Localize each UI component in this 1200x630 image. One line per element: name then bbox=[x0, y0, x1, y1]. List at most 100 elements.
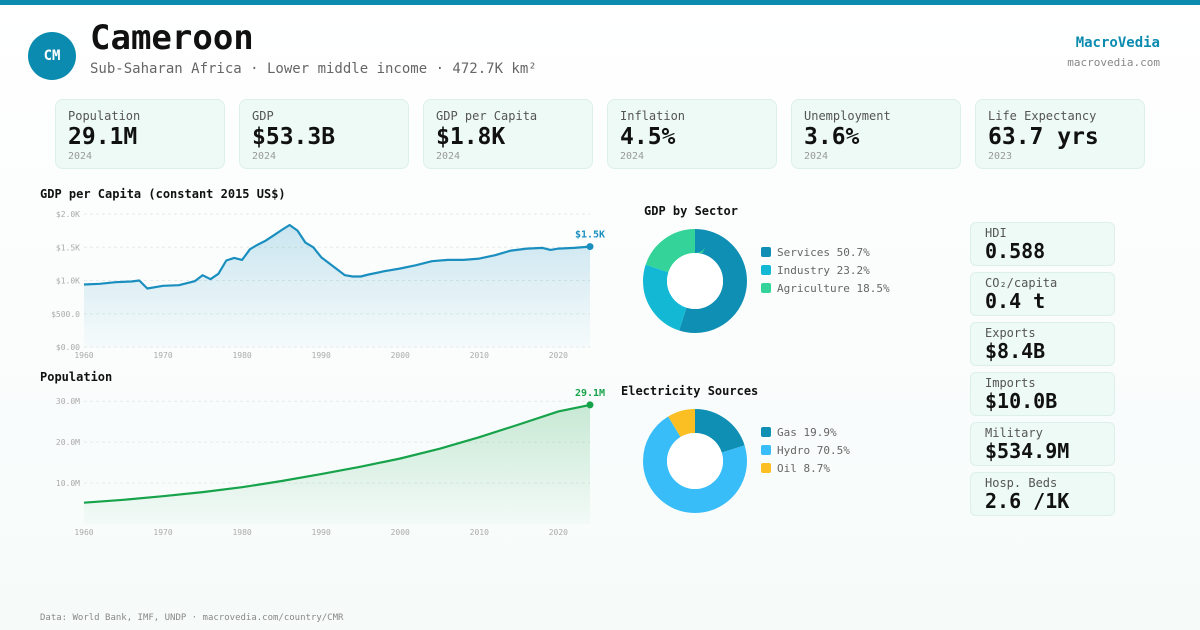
gdp-per-capita-chart: $0.00 $500.0 $1.0K $1.5K $2.0K 1960 1970 1980 19… bbox=[51, 210, 605, 360]
x-tick-label: 1980 bbox=[232, 528, 251, 537]
x-tick-label: 2010 bbox=[470, 351, 489, 360]
legend-swatch bbox=[761, 445, 771, 455]
stat-value: 0.588 bbox=[985, 239, 1046, 263]
x-tick-label: 2020 bbox=[549, 351, 568, 360]
kpi-label: Inflation bbox=[620, 109, 686, 123]
stat-label: Imports bbox=[985, 376, 1036, 390]
page-title: Cameroon bbox=[90, 18, 254, 58]
brand-url[interactable]: macrovedia.com bbox=[1067, 56, 1160, 69]
legend-label: Services 50.7% bbox=[777, 245, 870, 259]
gdp-by-sector-title: GDP by Sector bbox=[644, 204, 738, 218]
legend-label: Hydro 70.5% bbox=[777, 443, 850, 457]
electricity-sources-title: Electricity Sources bbox=[621, 384, 759, 398]
y-tick-label: $1.0K bbox=[56, 277, 80, 286]
donut-slice-hydro bbox=[643, 409, 747, 513]
x-tick-label: 1990 bbox=[312, 351, 331, 360]
kpi-value: $53.3B bbox=[252, 124, 336, 150]
x-tick-label: 1980 bbox=[232, 351, 251, 360]
gdp-by-sector-donut bbox=[643, 229, 747, 333]
kpi-year: 2024 bbox=[436, 151, 461, 162]
legend-swatch bbox=[761, 463, 771, 473]
footer-source: Data: World Bank, IMF, UNDP · macrovedia… bbox=[40, 613, 344, 623]
kpi-card-population: Population 29.1M 2024 bbox=[55, 99, 225, 169]
stat-label: Military bbox=[985, 426, 1043, 440]
kpi-card-gdp-per-capita: GDP per Capita $1.8K 2024 bbox=[423, 99, 593, 169]
electricity-sources-legend: Gas 19.9% Hydro 70.5% Oil 8.7% bbox=[761, 423, 850, 477]
brand-logo[interactable]: MacroVedia bbox=[1075, 35, 1160, 51]
x-tick-label: 1990 bbox=[312, 528, 331, 537]
end-value-label: $1.5K bbox=[575, 230, 605, 241]
electricity-sources-donut bbox=[643, 409, 747, 513]
kpi-card-inflation: Inflation 4.5% 2024 bbox=[607, 99, 777, 169]
y-tick-label: $0.00 bbox=[56, 343, 80, 352]
stat-value: 2.6 /1K bbox=[985, 489, 1070, 513]
legend-label: Gas 19.9% bbox=[777, 425, 837, 439]
kpi-value: 29.1M bbox=[68, 124, 138, 150]
legend-label: Oil 8.7% bbox=[777, 461, 830, 475]
x-tick-label: 1960 bbox=[74, 351, 93, 360]
country-flag-badge: CM bbox=[28, 32, 76, 80]
stat-card-imports: Imports $10.0B bbox=[970, 372, 1115, 416]
end-point-marker bbox=[586, 401, 594, 409]
series-area bbox=[84, 225, 590, 347]
series-area bbox=[84, 404, 590, 524]
kpi-year: 2024 bbox=[68, 151, 93, 162]
kpi-card-life-expectancy: Life Expectancy 63.7 yrs 2023 bbox=[975, 99, 1145, 169]
kpi-card-unemployment: Unemployment 3.6% 2024 bbox=[791, 99, 961, 169]
legend-label: Industry 23.2% bbox=[777, 263, 870, 277]
stat-label: HDI bbox=[985, 226, 1007, 240]
donut-slice-oil bbox=[643, 409, 747, 513]
end-value-label: 29.1M bbox=[575, 388, 605, 399]
kpi-year: 2023 bbox=[988, 151, 1013, 162]
stat-card-military: Military $534.9M bbox=[970, 422, 1115, 466]
legend-item-gas: Gas 19.9% bbox=[761, 423, 850, 441]
donut-hole bbox=[667, 433, 723, 489]
x-tick-label: 1970 bbox=[153, 351, 172, 360]
x-tick-label: 2010 bbox=[470, 528, 489, 537]
stat-card-co2: CO₂/capita 0.4 t bbox=[970, 272, 1115, 316]
x-tick-label: 1960 bbox=[74, 528, 93, 537]
stat-value: $10.0B bbox=[985, 389, 1058, 413]
kpi-label: GDP bbox=[252, 109, 274, 123]
kpi-year: 2024 bbox=[620, 151, 645, 162]
flag-code: CM bbox=[43, 48, 61, 64]
legend-item-oil: Oil 8.7% bbox=[761, 459, 850, 477]
kpi-label: Unemployment bbox=[804, 109, 891, 123]
top-accent-bar bbox=[0, 0, 1200, 5]
page-subtitle: Sub-Saharan Africa · Lower middle income… bbox=[90, 61, 537, 77]
x-tick-label: 2000 bbox=[391, 528, 410, 537]
stat-value: $8.4B bbox=[985, 339, 1046, 363]
x-tick-label: 2000 bbox=[391, 351, 410, 360]
series-line bbox=[83, 223, 591, 290]
kpi-value: 3.6% bbox=[804, 124, 860, 150]
kpi-year: 2024 bbox=[252, 151, 277, 162]
stat-card-hdi: HDI 0.588 bbox=[970, 222, 1115, 266]
kpi-label: Population bbox=[68, 109, 141, 123]
y-tick-label: $2.0K bbox=[56, 210, 80, 219]
gdp-by-sector-legend: Services 50.7% Industry 23.2% Agricultur… bbox=[761, 243, 890, 297]
stat-card-exports: Exports $8.4B bbox=[970, 322, 1115, 366]
stat-label: Hosp. Beds bbox=[985, 476, 1058, 490]
donut-hole bbox=[667, 253, 723, 309]
x-tick-label: 2020 bbox=[549, 528, 568, 537]
stat-value: $534.9M bbox=[985, 439, 1070, 463]
kpi-year: 2024 bbox=[804, 151, 829, 162]
legend-item-industry: Industry 23.2% bbox=[761, 261, 890, 279]
legend-item-agriculture: Agriculture 18.5% bbox=[761, 279, 890, 297]
legend-swatch bbox=[761, 427, 771, 437]
x-tick-label: 1970 bbox=[153, 528, 172, 537]
gdp-per-capita-chart-title: GDP per Capita (constant 2015 US$) bbox=[40, 187, 286, 201]
population-chart-title: Population bbox=[40, 370, 113, 384]
y-tick-label: $1.5K bbox=[56, 243, 80, 252]
stat-label: Exports bbox=[985, 326, 1036, 340]
population-chart: 10.0M 20.0M 30.0M 1960 1970 1980 1990 2000 2010 2… bbox=[56, 388, 605, 537]
kpi-card-gdp: GDP $53.3B 2024 bbox=[239, 99, 409, 169]
y-tick-label: 20.0M bbox=[56, 438, 80, 447]
legend-swatch bbox=[761, 247, 771, 257]
series-line bbox=[83, 403, 591, 504]
legend-swatch bbox=[761, 283, 771, 293]
stat-card-hospital-beds: Hosp. Beds 2.6 /1K bbox=[970, 472, 1115, 516]
legend-item-services: Services 50.7% bbox=[761, 243, 890, 261]
donut-slice-industry bbox=[643, 229, 747, 333]
kpi-value: 4.5% bbox=[620, 124, 676, 150]
